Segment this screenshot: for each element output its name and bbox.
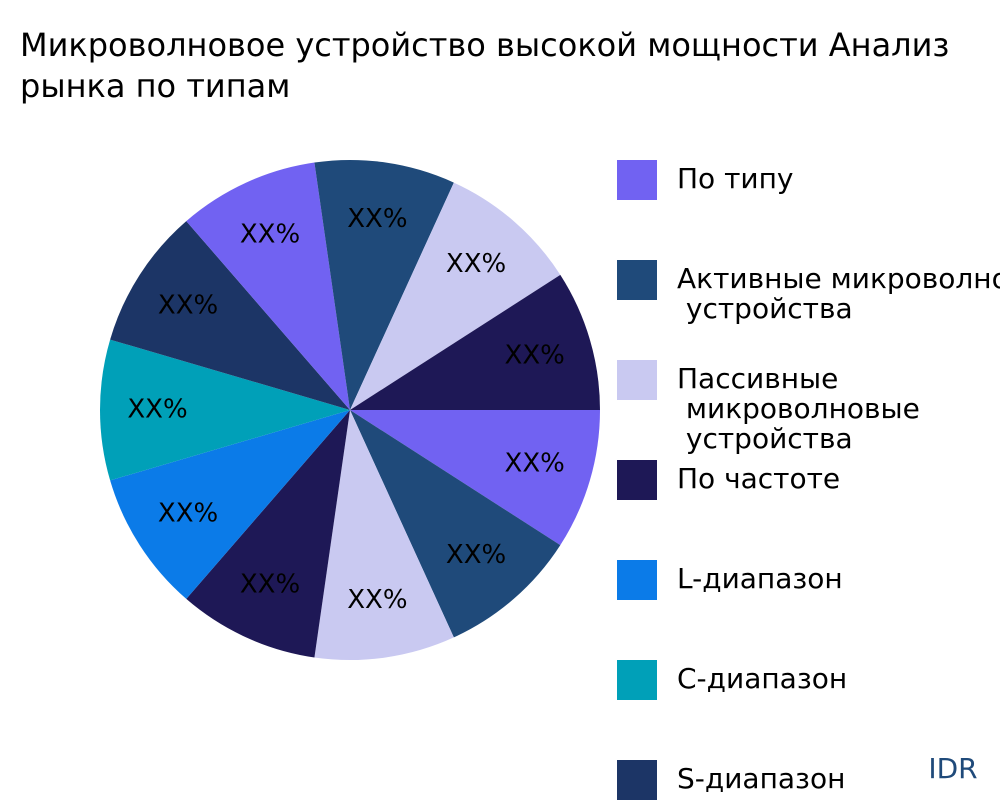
pie-slice <box>110 221 350 410</box>
pie-slice <box>110 410 350 599</box>
pie <box>99 160 600 660</box>
legend-swatch <box>617 660 657 700</box>
legend-swatch <box>617 260 657 300</box>
pie-slice <box>186 162 350 410</box>
legend-label: L-диапазон <box>677 562 843 595</box>
legend-swatch <box>617 760 657 800</box>
data-label: XX% <box>127 395 187 425</box>
data-label: XX% <box>158 499 218 529</box>
legend-swatch <box>617 560 657 600</box>
pie-slice <box>350 410 561 638</box>
legend-label: S-диапазон <box>677 762 845 795</box>
data-label: XX% <box>158 290 218 320</box>
data-label: XX% <box>446 249 506 279</box>
legend-label: По типу <box>677 162 793 195</box>
data-label: XX% <box>446 540 506 570</box>
pie-slice <box>99 339 350 481</box>
legend-label: C-диапазон <box>677 662 847 695</box>
pie-slice <box>350 410 600 546</box>
legend-swatch <box>617 460 657 500</box>
pie-slice <box>314 160 454 410</box>
legend-label: Пассивные микроволновые устройства <box>677 362 920 455</box>
legend-swatch <box>617 160 657 200</box>
data-label: XX% <box>240 570 300 600</box>
legend-swatch <box>617 360 657 400</box>
legend-label: Активные микроволновые устройства <box>677 262 1000 325</box>
watermark: IDR <box>928 752 977 785</box>
chart-title: рынка по типам <box>20 67 290 105</box>
pie-slice <box>350 274 600 410</box>
chart-title: Микроволновое устройство высокой мощност… <box>20 26 949 64</box>
data-label: XX% <box>505 449 565 479</box>
pie-slice <box>186 410 350 658</box>
data-label: XX% <box>347 585 407 615</box>
pie-slice <box>350 182 561 410</box>
data-label: XX% <box>505 340 565 370</box>
data-label: XX% <box>347 204 407 234</box>
legend-label: По частоте <box>677 462 840 495</box>
data-label: XX% <box>240 219 300 249</box>
pie-slice <box>314 410 454 660</box>
